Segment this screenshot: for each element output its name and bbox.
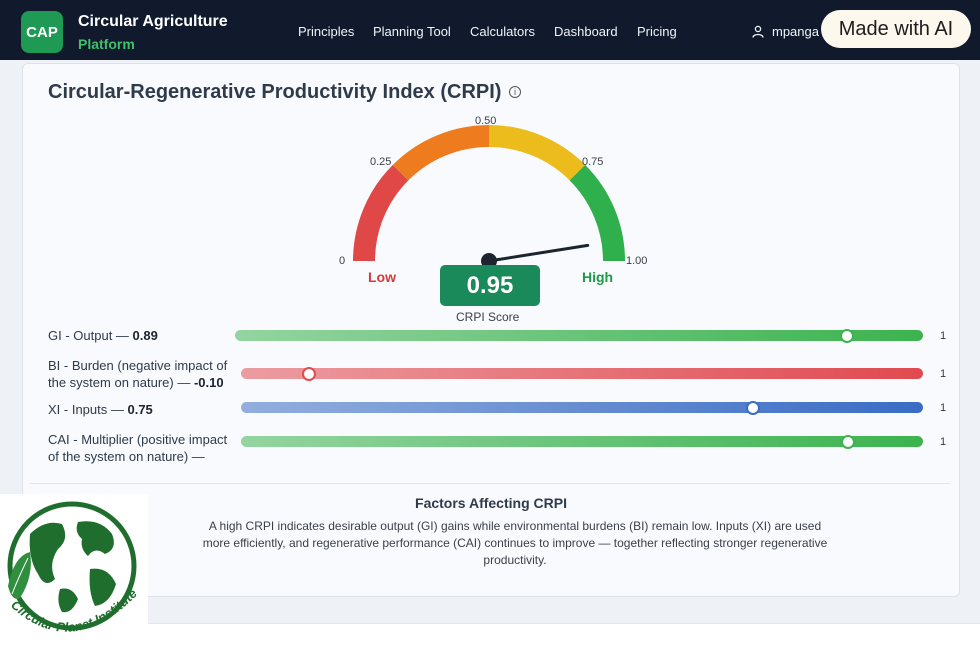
gauge-tick-075: 0.75 [582, 156, 604, 168]
made-with-ai-badge: Made with AI [821, 10, 971, 48]
gauge-segment-low [353, 164, 409, 262]
slider-label-xi: XI - Inputs — 0.75 [48, 402, 153, 417]
slider-label-cai: CAI - Multiplier (positive impact of the… [48, 432, 228, 464]
crpi-score-label: CRPI Score [456, 310, 520, 324]
gauge-tick-100: 1.00 [626, 255, 648, 267]
nav-link-calculators[interactable]: Calculators [470, 24, 536, 39]
gauge-low-label: Low [368, 269, 396, 285]
section-divider [30, 483, 950, 484]
gauge-tick-025: 0.25 [370, 156, 392, 168]
page-title: Circular-Regenerative Productivity Index… [48, 81, 502, 103]
gauge-segment-high [569, 164, 625, 262]
globe-leaf-icon: Circular Planet Institute [7, 501, 140, 635]
factors-title: Factors Affecting CRPI [415, 495, 567, 511]
nav-link-pricing[interactable]: Pricing [637, 24, 677, 39]
slider-max-gi: 1 [940, 330, 947, 342]
slider-thumb-xi[interactable] [745, 400, 760, 415]
top-navbar: CAP Circular Agriculture Platform Princi… [0, 0, 980, 60]
slider-max-bi: 1 [940, 368, 947, 380]
gauge-segment-mid-high [488, 125, 586, 181]
circular-planet-institute-logo: Circular Planet Institute [0, 494, 148, 653]
slider-thumb-cai[interactable] [840, 434, 855, 449]
nav-link-planning-tool[interactable]: Planning Tool [373, 24, 451, 39]
nav-link-principles[interactable]: Principles [298, 24, 355, 39]
gauge-tick-050: 0.50 [475, 115, 497, 127]
gauge-tick-0: 0 [339, 255, 346, 267]
slider-track-cai[interactable] [241, 434, 923, 449]
crpi-gauge [353, 125, 625, 269]
crpi-score-value: 0.95 [440, 265, 540, 306]
slider-label-gi: GI - Output — 0.89 [48, 328, 158, 343]
footer-strip [0, 623, 980, 653]
gauge-high-label: High [582, 269, 614, 285]
slider-track-bi[interactable] [241, 366, 923, 381]
gauge-needle [487, 243, 590, 263]
slider-label-bi: BI - Burden (negative impact of the syst… [48, 358, 228, 390]
user-icon[interactable] [752, 25, 764, 38]
slider-thumb-bi[interactable] [302, 366, 317, 381]
gauge-segment-mid-low [392, 125, 490, 181]
slider-track-xi[interactable] [241, 400, 923, 415]
slider-max-xi: 1 [940, 402, 947, 414]
info-icon[interactable]: i [509, 86, 521, 98]
brand-name[interactable]: Circular Agriculture [78, 13, 228, 30]
factors-description: A high CRPI indicates desirable output (… [202, 519, 828, 567]
slider-max-cai: 1 [940, 436, 947, 448]
brand-subname[interactable]: Platform [78, 36, 135, 52]
app-logo[interactable]: CAP [21, 11, 63, 53]
slider-thumb-gi[interactable] [840, 328, 855, 343]
user-menu[interactable]: mpanga [772, 24, 819, 39]
nav-link-dashboard[interactable]: Dashboard [554, 24, 618, 39]
slider-track-gi[interactable] [235, 328, 923, 343]
